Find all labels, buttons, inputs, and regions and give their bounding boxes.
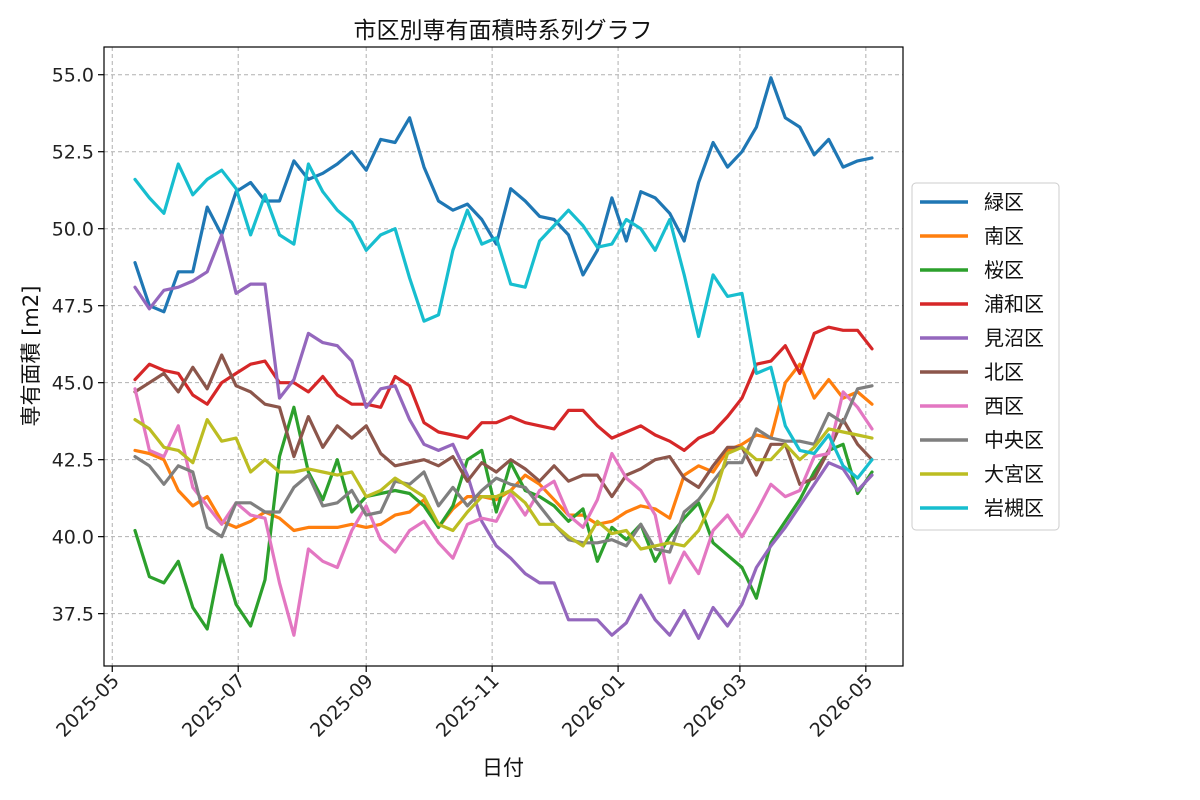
- y-tick-label: 37.5: [52, 604, 94, 626]
- legend-label: 桜区: [984, 258, 1024, 282]
- series-line-6: [133, 387, 874, 637]
- x-tick-label: 2025-07: [178, 670, 250, 742]
- x-axis: 2025-05 2025-07 2025-09 2025-11 2026-01 2026-…: [52, 666, 877, 742]
- legend-label: 西区: [984, 394, 1024, 418]
- y-tick-label: 47.5: [52, 296, 94, 318]
- legend-label: 浦和区: [984, 292, 1044, 316]
- legend-label: 岩槻区: [984, 496, 1044, 520]
- y-tick-label: 40.0: [52, 527, 94, 549]
- series-line-4: [133, 233, 874, 640]
- series-line-8: [133, 418, 874, 551]
- x-tick-label: 2026-05: [806, 670, 878, 742]
- legend-label: 北区: [984, 360, 1024, 384]
- legend-label: 見沼区: [984, 326, 1044, 350]
- y-axis-label: 専有面積 [m2]: [19, 286, 43, 427]
- series-line-3: [133, 325, 874, 452]
- x-axis-label: 日付: [482, 756, 524, 780]
- legend-label: 中央区: [984, 428, 1044, 452]
- x-tick-label: 2025-05: [52, 670, 124, 742]
- y-tick-label: 50.0: [52, 219, 94, 241]
- legend-label: 大宮区: [984, 462, 1044, 486]
- series-line-0: [133, 76, 874, 314]
- grid-lines: [104, 47, 903, 666]
- series-line-2: [133, 405, 874, 631]
- series-line-5: [133, 353, 874, 499]
- x-tick-label: 2025-09: [306, 670, 378, 742]
- x-tick-label: 2026-03: [680, 670, 752, 742]
- y-tick-label: 45.0: [52, 373, 94, 395]
- series-line-9: [133, 162, 874, 480]
- x-tick-label: 2025-11: [432, 670, 504, 742]
- y-tick-label: 52.5: [52, 142, 94, 164]
- plot-frame: [103, 46, 904, 667]
- y-tick-label: 55.0: [52, 65, 94, 87]
- y-tick-label: 42.5: [52, 450, 94, 472]
- chart-title: 市区別専有面積時系列グラフ: [354, 18, 653, 44]
- series-lines: [133, 76, 874, 640]
- legend-label: 緑区: [984, 190, 1024, 214]
- x-tick-label: 2026-01: [558, 670, 630, 742]
- y-axis: 37.5 40.0 42.5 45.0 47.5 50.0 52.5 55.0: [52, 65, 104, 626]
- series-line-7: [133, 384, 874, 554]
- legend-label: 南区: [984, 224, 1024, 248]
